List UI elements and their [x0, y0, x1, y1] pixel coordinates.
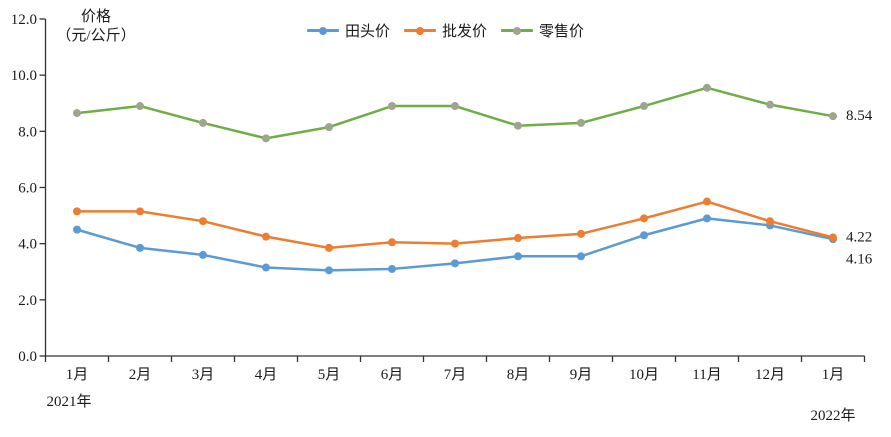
y-tick-label: 4.0 [18, 237, 37, 253]
legend-dot-icon [513, 26, 521, 35]
x-tick-label: 12月 [755, 367, 785, 383]
year-label-left: 2021年 [46, 393, 91, 410]
legend-label: 批发价 [441, 24, 487, 40]
data-point-田头价 [451, 259, 459, 268]
data-point-零售价 [703, 83, 711, 92]
data-point-批发价 [136, 207, 144, 216]
data-point-批发价 [73, 207, 81, 216]
data-point-批发价 [829, 233, 837, 242]
data-point-田头价 [262, 263, 270, 272]
legend-label: 田头价 [344, 24, 390, 40]
legend-marker-icon [403, 26, 436, 35]
data-point-批发价 [640, 214, 648, 223]
data-point-田头价 [388, 264, 396, 273]
data-point-零售价 [514, 121, 522, 130]
data-point-田头价 [577, 252, 585, 261]
legend-item: 零售价 [501, 20, 584, 41]
x-tick-label: 8月 [507, 367, 530, 383]
y-axis-title: 价格 （元/公斤） [48, 8, 144, 46]
x-tick-label: 6月 [381, 367, 404, 383]
year-label-right: 2022年 [810, 407, 855, 424]
data-point-零售价 [766, 100, 774, 109]
x-tick-label: 10月 [629, 367, 659, 383]
data-point-零售价 [136, 102, 144, 111]
y-axis-title-line2: （元/公斤） [56, 28, 136, 44]
data-point-零售价 [577, 118, 585, 127]
data-point-批发价 [514, 234, 522, 243]
data-point-批发价 [388, 238, 396, 247]
x-tick-label: 3月 [192, 367, 215, 383]
end-value-label-零售价: 8.54 [846, 108, 873, 124]
data-point-批发价 [325, 243, 333, 252]
legend-marker-icon [306, 26, 339, 35]
data-point-田头价 [703, 214, 711, 223]
data-point-零售价 [451, 102, 459, 111]
data-point-零售价 [829, 112, 837, 121]
data-point-批发价 [451, 239, 459, 248]
data-point-零售价 [199, 118, 207, 127]
y-tick-label: 0.0 [18, 349, 37, 365]
series-line-零售价 [75, 86, 835, 140]
data-point-田头价 [325, 266, 333, 275]
data-point-批发价 [703, 197, 711, 206]
legend-dot-icon [415, 26, 424, 35]
legend-dot-icon [318, 26, 327, 35]
data-point-田头价 [73, 225, 81, 234]
end-value-label-批发价: 4.22 [846, 229, 872, 245]
x-tick-label: 11月 [692, 367, 721, 383]
y-tick-label: 10.0 [11, 68, 37, 84]
data-point-田头价 [514, 252, 522, 261]
chart-legend: 田头价 批发价 零售价 [0, 20, 891, 41]
data-point-田头价 [199, 250, 207, 259]
data-point-零售价 [388, 102, 396, 111]
y-tick-label: 8.0 [18, 124, 37, 140]
x-tick-label: 5月 [318, 367, 341, 383]
legend-label: 零售价 [539, 24, 585, 40]
x-tick-label: 7月 [444, 367, 467, 383]
data-point-批发价 [199, 217, 207, 226]
data-point-批发价 [766, 217, 774, 226]
x-tick-label: 9月 [570, 367, 593, 383]
y-axis-title-line1: 价格 [80, 9, 111, 25]
x-tick-label: 1月 [822, 367, 845, 383]
x-tick-label: 2月 [129, 367, 152, 383]
data-point-田头价 [640, 231, 648, 240]
data-point-零售价 [262, 134, 270, 143]
x-tick-label: 1月 [66, 367, 89, 383]
end-value-label-田头价: 4.16 [846, 251, 873, 267]
data-point-田头价 [136, 243, 144, 252]
data-point-批发价 [577, 229, 585, 238]
legend-marker-icon [501, 26, 533, 35]
legend-item: 田头价 [306, 20, 390, 41]
y-tick-label: 12.0 [11, 12, 37, 28]
data-point-批发价 [262, 232, 270, 241]
legend-item: 批发价 [403, 20, 487, 41]
data-point-零售价 [73, 109, 81, 118]
data-point-零售价 [325, 123, 333, 132]
y-tick-label: 2.0 [18, 293, 37, 309]
data-point-零售价 [640, 102, 648, 111]
x-tick-label: 4月 [255, 367, 278, 383]
y-tick-label: 6.0 [18, 181, 37, 197]
